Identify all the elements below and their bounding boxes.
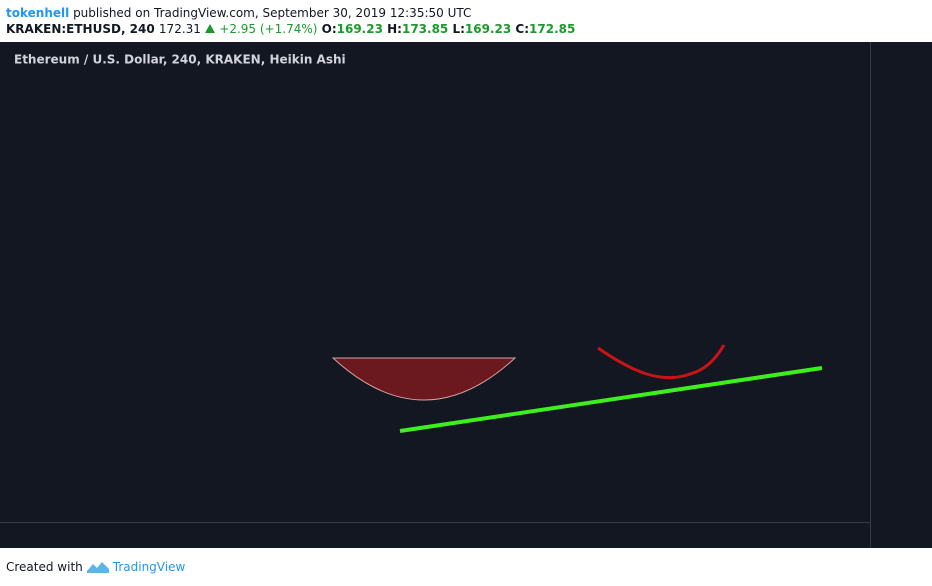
trend-line xyxy=(399,366,823,433)
change: +2.95 (+1.74%) xyxy=(219,22,318,36)
ohlc-label: H: xyxy=(387,22,402,36)
ohlc: O:169.23 H:173.85 L:169.23 C:172.85 xyxy=(322,22,576,36)
footer-brand[interactable]: TradingView xyxy=(112,560,186,574)
ohlc-label: C: xyxy=(515,22,530,36)
chart: Ethereum / U.S. Dollar, 240, KRAKEN, Hei… xyxy=(0,42,932,548)
symbol: KRAKEN:ETHUSD, 240 xyxy=(6,22,155,36)
ohlc-label: L: xyxy=(452,22,465,36)
up-arrow xyxy=(205,24,216,33)
chart-bg xyxy=(0,42,932,548)
header: tokenhell published on TradingView.com, … xyxy=(6,5,575,37)
ohlc-label: O: xyxy=(321,22,337,36)
published: published on TradingView.com, September … xyxy=(73,6,472,20)
chart-title: Ethereum / U.S. Dollar, 240, KRAKEN, Hei… xyxy=(14,53,346,67)
tv-logo xyxy=(86,562,109,573)
footer-text: Created with xyxy=(6,560,83,574)
ohlc-value: 169.23 xyxy=(336,22,383,36)
ohlc-value: 173.85 xyxy=(401,22,449,36)
ohlc-value: 172.85 xyxy=(529,22,576,36)
footer: Created with TradingView xyxy=(6,560,185,574)
handle-drawing xyxy=(597,344,726,380)
author[interactable]: tokenhell xyxy=(6,6,70,20)
price: 172.31 xyxy=(158,22,201,36)
publish-line: tokenhell published on TradingView.com, … xyxy=(6,5,575,21)
ohlc-value: 169.23 xyxy=(464,22,512,36)
symbol-line: KRAKEN:ETHUSD, 240 172.31 +2.95 (+1.74%)… xyxy=(6,21,575,37)
cup-drawing xyxy=(331,357,517,401)
